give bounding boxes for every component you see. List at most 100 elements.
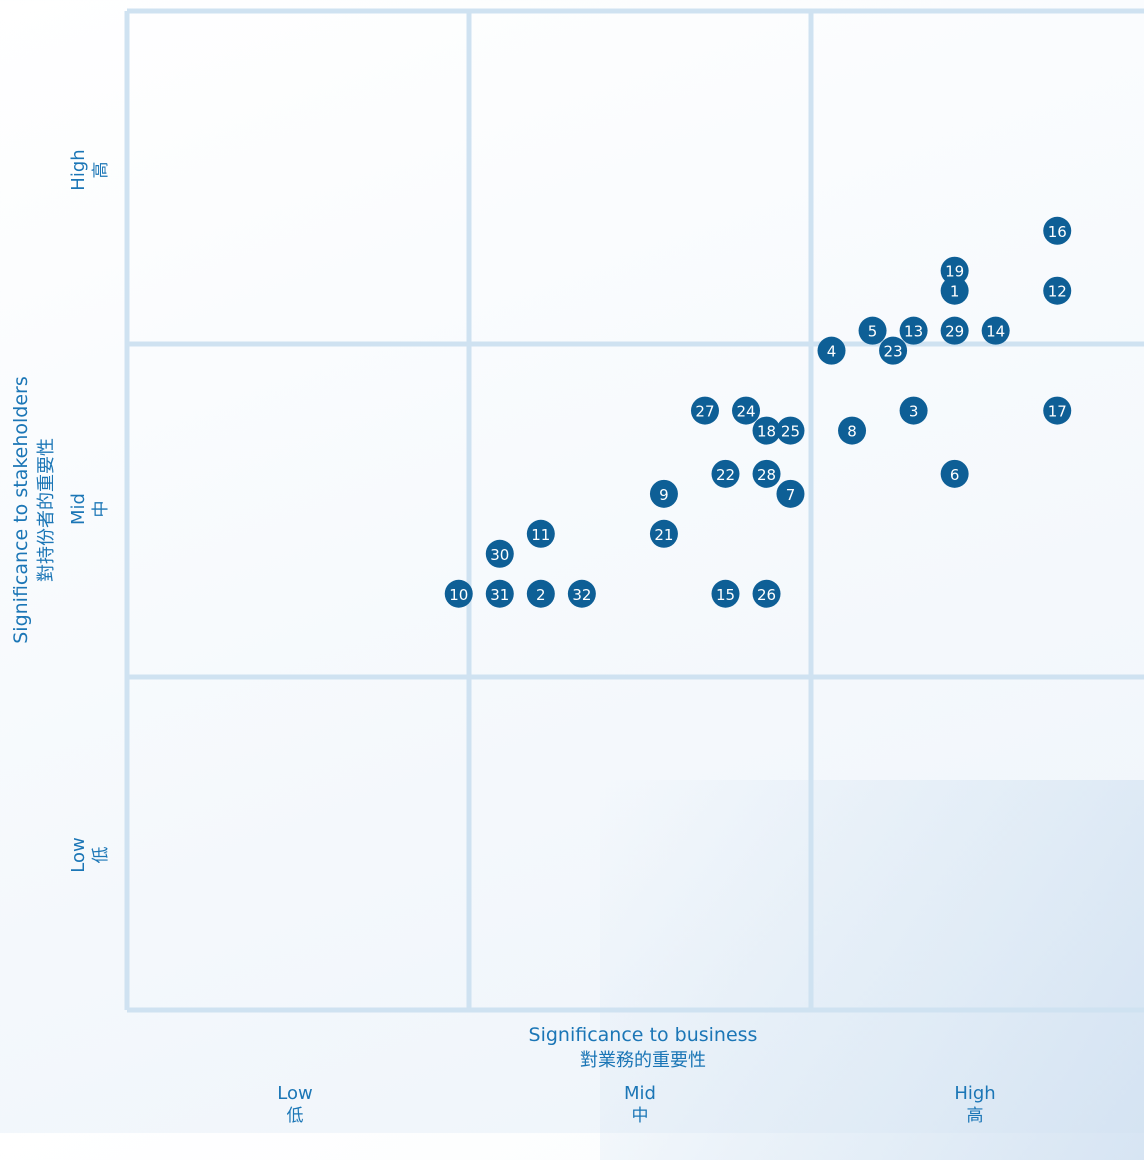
x-axis-title-en: Significance to business [528,1024,758,1046]
point-18: 18 [752,416,781,445]
point-label-26: 26 [757,586,776,604]
point-label-10: 10 [449,586,468,604]
point-label-13: 13 [904,323,923,341]
y-axis-title-zh: 對持份者的重要性 [36,438,57,582]
point-label-24: 24 [736,403,755,421]
point-29: 29 [940,316,969,345]
point-19: 19 [940,256,969,285]
point-label-32: 32 [572,586,591,604]
point-marker-17 [1043,396,1072,425]
point-2: 2 [526,579,555,608]
point-marker-25 [776,416,805,445]
point-marker-26 [752,579,781,608]
grid [124,8,1144,1013]
point-marker-23 [879,336,908,365]
point-label-1: 1 [950,283,960,301]
point-31: 31 [485,579,514,608]
point-marker-6 [940,459,969,488]
y-tick-mid: Mid 中 [68,459,112,559]
point-4: 4 [817,336,846,365]
point-26: 26 [752,579,781,608]
x-tick-mid-en: Mid [624,1083,656,1104]
point-marker-27 [690,396,719,425]
point-label-31: 31 [490,586,509,604]
point-marker-22 [711,459,740,488]
point-label-6: 6 [950,466,960,484]
point-marker-19 [940,256,969,285]
point-marker-24 [732,396,761,425]
point-21: 21 [649,519,678,548]
point-label-3: 3 [909,403,919,421]
point-marker-12 [1043,276,1072,305]
point-marker-29 [940,316,969,345]
point-marker-30 [485,539,514,568]
point-marker-13 [899,316,928,345]
point-label-11: 11 [531,526,550,544]
point-label-25: 25 [781,423,800,441]
point-marker-15 [711,579,740,608]
point-7: 7 [776,479,805,508]
point-label-28: 28 [757,466,776,484]
point-16: 16 [1043,216,1072,245]
x-tick-high-en: High [954,1083,996,1104]
point-marker-10 [444,579,473,608]
point-marker-2 [526,579,555,608]
point-label-15: 15 [716,586,735,604]
point-marker-14 [981,316,1010,345]
point-17: 17 [1043,396,1072,425]
x-axis-title: Significance to business 對業務的重要性 [443,1022,843,1074]
point-30: 30 [485,539,514,568]
point-22: 22 [711,459,740,488]
point-32: 32 [567,579,596,608]
point-marker-11 [526,519,555,548]
point-marker-1 [940,276,969,305]
point-15: 15 [711,579,740,608]
x-tick-low-zh: 低 [286,1106,304,1126]
point-label-2: 2 [536,586,546,604]
point-label-14: 14 [986,323,1005,341]
point-8: 8 [838,416,867,445]
point-label-17: 17 [1048,403,1067,421]
point-label-8: 8 [847,423,857,441]
point-label-4: 4 [827,343,837,361]
y-tick-low-en: Low [68,837,89,873]
point-label-29: 29 [945,323,964,341]
point-10: 10 [444,579,473,608]
point-label-30: 30 [490,546,509,564]
y-tick-high: High 高 [68,120,112,220]
y-tick-mid-en: Mid [68,493,89,525]
point-marker-16 [1043,216,1072,245]
point-1: 1 [940,276,969,305]
point-14: 14 [981,316,1010,345]
point-marker-8 [838,416,867,445]
point-28: 28 [752,459,781,488]
point-12: 12 [1043,276,1072,305]
point-23: 23 [879,336,908,365]
x-tick-mid-zh: 中 [631,1106,649,1126]
point-label-23: 23 [884,343,903,361]
y-tick-mid-zh: 中 [91,500,111,518]
y-tick-low-zh: 低 [91,846,111,864]
x-tick-high-zh: 高 [966,1106,984,1126]
point-13: 13 [899,316,928,345]
x-tick-low-en: Low [277,1083,313,1104]
point-25: 25 [776,416,805,445]
x-tick-low: Low 低 [235,1083,355,1127]
point-11: 11 [526,519,555,548]
point-9: 9 [649,479,678,508]
y-axis-title: Significance to stakeholders 對持份者的重要性 [8,250,60,770]
point-marker-21 [649,519,678,548]
x-tick-mid: Mid 中 [580,1083,700,1127]
point-marker-9 [649,479,678,508]
point-label-9: 9 [659,486,669,504]
point-label-19: 19 [945,263,964,281]
y-tick-low: Low 低 [68,805,112,905]
point-label-27: 27 [695,403,714,421]
point-marker-18 [752,416,781,445]
point-marker-5 [858,316,887,345]
point-marker-3 [899,396,928,425]
point-label-12: 12 [1048,283,1067,301]
point-marker-7 [776,479,805,508]
x-tick-high: High 高 [915,1083,1035,1127]
